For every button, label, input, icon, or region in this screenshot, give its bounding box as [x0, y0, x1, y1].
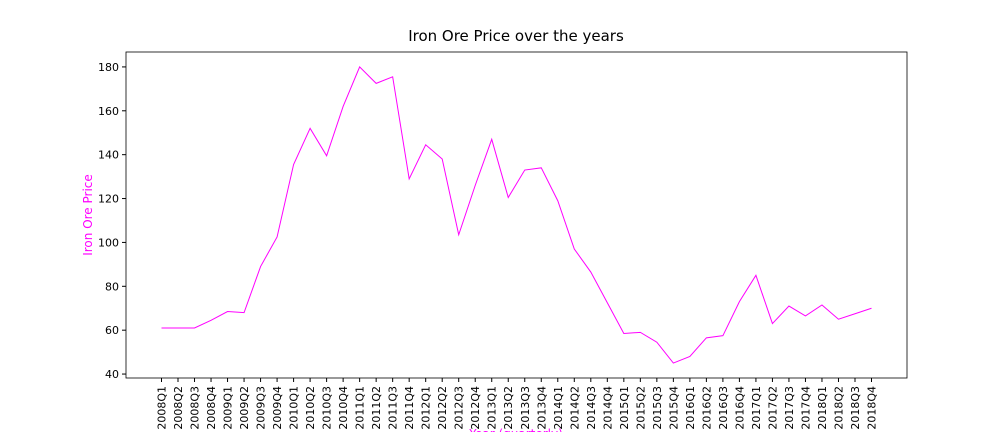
x-tick-label: 2012Q4: [469, 386, 482, 430]
y-tick-label: 180: [98, 61, 119, 74]
x-tick-label: 2008Q2: [172, 386, 185, 430]
plot-frame: [125, 51, 908, 379]
x-tick-label: 2015Q4: [667, 386, 680, 430]
x-tick-label: 2016Q2: [700, 386, 713, 430]
x-tick-label: 2010Q1: [288, 386, 301, 430]
x-tick-label: 2010Q3: [321, 386, 334, 430]
x-tick-label: 2015Q2: [634, 386, 647, 430]
x-tick-label: 2014Q3: [585, 386, 598, 430]
x-tick-label: 2011Q3: [387, 386, 400, 430]
y-tick-label: 80: [105, 280, 119, 293]
x-tick-label: 2015Q1: [618, 386, 631, 430]
y-tick-label: 140: [98, 149, 119, 162]
x-tick-label: 2012Q2: [436, 386, 449, 430]
y-tick-label: 160: [98, 105, 119, 118]
x-tick-label: 2010Q4: [337, 386, 350, 430]
y-tick-label: 120: [98, 193, 119, 206]
x-tick-label: 2015Q3: [651, 386, 664, 430]
x-tick-label: 2009Q3: [255, 386, 268, 430]
x-tick-label: 2009Q1: [222, 386, 235, 430]
x-tick-label: 2016Q1: [684, 386, 697, 430]
x-tick-label: 2014Q2: [568, 386, 581, 430]
x-tick-label: 2018Q4: [866, 386, 879, 430]
x-tick-label: 2010Q2: [304, 386, 317, 430]
x-tick-label: 2009Q2: [238, 386, 251, 430]
x-tick-label: 2011Q4: [403, 386, 416, 430]
x-tick-label: 2018Q1: [816, 386, 829, 430]
x-tick-label: 2016Q3: [717, 386, 730, 430]
x-tick-label: 2013Q2: [502, 386, 515, 430]
y-axis-label: Iron Ore Price: [81, 174, 95, 256]
y-tick-label: 100: [98, 236, 119, 249]
x-tick-label: 2012Q1: [420, 386, 433, 430]
x-tick-label: 2013Q3: [519, 386, 532, 430]
x-tick-label: 2008Q3: [189, 386, 202, 430]
line-series: [161, 66, 872, 364]
x-tick-label: 2014Q4: [601, 386, 614, 430]
x-tick-label: 2017Q1: [750, 386, 763, 430]
x-tick-label: 2011Q1: [354, 386, 367, 430]
x-tick-label: 2014Q1: [552, 386, 565, 430]
x-tick-label: 2012Q3: [453, 386, 466, 430]
x-tick-label: 2016Q4: [733, 386, 746, 430]
x-tick-label: 2013Q1: [486, 386, 499, 430]
chart-title: Iron Ore Price over the years: [408, 27, 624, 45]
x-tick-label: 2017Q3: [783, 386, 796, 430]
x-tick-label: 2017Q2: [766, 386, 779, 430]
x-tick-label: 2013Q4: [535, 386, 548, 430]
x-tick-label: 2009Q4: [271, 386, 284, 430]
x-tick-label: 2018Q3: [849, 386, 862, 430]
x-tick-label: 2018Q2: [832, 386, 845, 430]
y-tick-label: 40: [105, 368, 119, 381]
x-axis-label: Year (quarterly): [468, 427, 563, 432]
x-tick-label: 2008Q1: [156, 386, 169, 430]
y-tick-label: 60: [105, 324, 119, 337]
x-tick-label: 2011Q2: [370, 386, 383, 430]
x-tick-label: 2008Q4: [205, 386, 218, 430]
x-tick-label: 2017Q4: [799, 386, 812, 430]
